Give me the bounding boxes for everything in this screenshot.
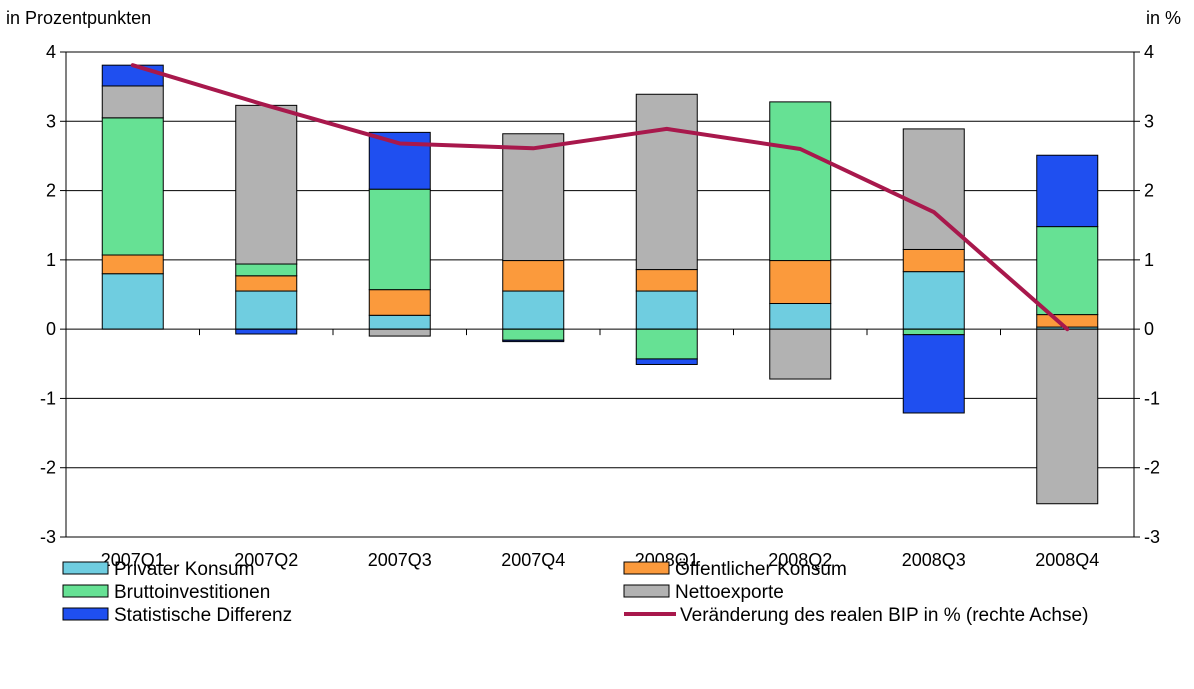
bar-segment bbox=[769, 303, 832, 330]
bar-segment bbox=[769, 260, 832, 305]
left-tick-label: -2 bbox=[40, 458, 56, 478]
category-label: 2008Q3 bbox=[902, 550, 966, 570]
legend-label: Privater Konsum bbox=[114, 559, 254, 580]
category-label: 2007Q2 bbox=[234, 550, 298, 570]
bar-segment bbox=[902, 328, 965, 336]
bar-segment bbox=[235, 263, 298, 277]
bar-segment bbox=[635, 93, 698, 271]
gdp-line bbox=[130, 63, 1070, 332]
bar-segment bbox=[235, 328, 298, 335]
right-tick-label: 1 bbox=[1144, 250, 1154, 270]
legend-swatch bbox=[623, 561, 670, 575]
bar-segment bbox=[1036, 154, 1099, 228]
bar-segment bbox=[635, 269, 698, 292]
bar-segment bbox=[902, 248, 965, 273]
bar-segment bbox=[769, 328, 832, 380]
bar-segment bbox=[368, 188, 431, 291]
right-tick-label: 0 bbox=[1144, 319, 1154, 339]
legend-swatch bbox=[62, 561, 109, 575]
bar-segment bbox=[101, 254, 164, 275]
right-tick-label: -3 bbox=[1144, 527, 1160, 547]
gridlines bbox=[66, 51, 1134, 538]
right-tick-label: 2 bbox=[1144, 181, 1154, 201]
legend-label: Bruttoinvestitionen bbox=[114, 582, 270, 603]
left-tick-label: 3 bbox=[46, 111, 56, 131]
right-axis-title: in % bbox=[1146, 8, 1181, 28]
bar-segment bbox=[635, 328, 698, 360]
right-tick-label: 4 bbox=[1144, 42, 1154, 62]
bar-segment bbox=[502, 328, 565, 341]
bar-segment bbox=[502, 260, 565, 292]
bar-segment bbox=[902, 271, 965, 330]
bar-segment bbox=[1036, 328, 1099, 505]
category-label: 2008Q2 bbox=[768, 550, 832, 570]
legend: Privater Konsum Öffentlicher Konsum Brutto… bbox=[62, 559, 1088, 626]
legend-label: Veränderung des realen BIP in % (rechte … bbox=[680, 605, 1088, 626]
bar-segment bbox=[502, 133, 565, 262]
category-label: 2008Q4 bbox=[1035, 550, 1099, 570]
bar-segment bbox=[502, 339, 565, 343]
bar-segment bbox=[235, 290, 298, 330]
right-tick-label: -2 bbox=[1144, 458, 1160, 478]
left-axis-title: in Prozentpunkten bbox=[6, 8, 151, 28]
bar-segment bbox=[101, 117, 164, 256]
right-tick-label: -1 bbox=[1144, 388, 1160, 408]
left-tick-label: -1 bbox=[40, 388, 56, 408]
bar-segment bbox=[235, 104, 298, 265]
category-label: 2007Q3 bbox=[368, 550, 432, 570]
axes: -3 -3 -2 -2 -1 -1 0 0 1 1 2 2 3 3 4 4 2007Q1 2007Q2 2007Q3… bbox=[40, 42, 1160, 570]
right-tick-label: 3 bbox=[1144, 111, 1154, 131]
bar-segment bbox=[635, 290, 698, 330]
bar-segment bbox=[635, 358, 698, 365]
bar-segment bbox=[1036, 314, 1099, 328]
gdp-line-layer bbox=[130, 63, 1070, 332]
left-tick-label: 0 bbox=[46, 319, 56, 339]
bar-segment bbox=[368, 289, 431, 316]
category-label: 2007Q4 bbox=[501, 550, 565, 570]
bar-segment bbox=[368, 131, 431, 190]
legend-label: Öffentlicher Konsum bbox=[675, 559, 847, 580]
bar-segment bbox=[101, 64, 164, 87]
bar-segment bbox=[502, 290, 565, 330]
category-label: 2007Q1 bbox=[101, 550, 165, 570]
left-tick-label: -3 bbox=[40, 527, 56, 547]
bar-segment bbox=[1036, 226, 1099, 316]
bar-segment bbox=[368, 328, 431, 337]
bar-segment bbox=[769, 101, 832, 262]
bar-segment bbox=[101, 273, 164, 330]
bar-segment bbox=[902, 334, 965, 414]
legend-swatch bbox=[62, 607, 109, 621]
bar-segment bbox=[101, 85, 164, 119]
stacked-bars bbox=[101, 64, 1099, 505]
bar-segment bbox=[235, 275, 298, 292]
left-tick-label: 4 bbox=[46, 42, 56, 62]
legend-swatch bbox=[62, 584, 109, 598]
legend-swatch bbox=[623, 584, 670, 598]
bar-segment bbox=[368, 314, 431, 330]
legend-label: Statistische Differenz bbox=[114, 605, 292, 626]
left-tick-label: 2 bbox=[46, 181, 56, 201]
legend-label: Nettoexporte bbox=[675, 582, 784, 603]
left-tick-label: 1 bbox=[46, 250, 56, 270]
